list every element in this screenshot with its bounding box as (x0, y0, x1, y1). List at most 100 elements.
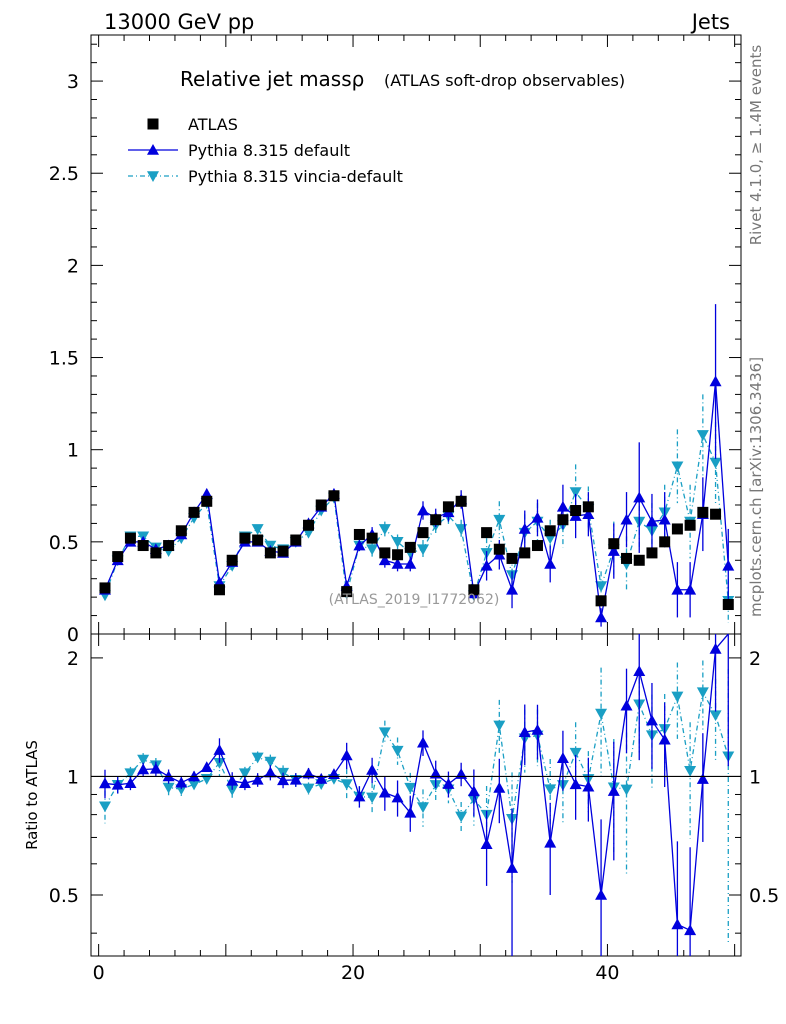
atlas-point (557, 514, 569, 526)
default-ratio-point (633, 665, 646, 677)
legend-atlas-label: ATLAS (188, 115, 238, 134)
legend-vincia-label: Pythia 8.315 vincia-default (188, 167, 403, 186)
default-point (722, 559, 735, 571)
y-tick-label: 1.5 (49, 348, 79, 370)
atlas-point (595, 595, 607, 607)
y-tick-label: 0.5 (49, 532, 79, 554)
default-ratio-point (302, 767, 315, 779)
vincia-ratio-point (709, 710, 722, 722)
default-ratio-line (104, 633, 729, 932)
atlas-point (99, 582, 111, 594)
atlas-point (264, 547, 276, 559)
ratio-tick-label: 1 (67, 766, 79, 788)
header-left: 13000 GeV pp (104, 10, 254, 34)
atlas-point (570, 505, 582, 517)
default-ratio-point (277, 774, 290, 786)
default-ratio-point (289, 773, 302, 785)
default-point (620, 513, 633, 525)
atlas-point (213, 584, 225, 596)
atlas-point (404, 541, 416, 553)
default-ratio-point (111, 778, 124, 790)
default-point (607, 545, 620, 556)
atlas-point (506, 552, 518, 564)
x-tick-label: 40 (595, 962, 619, 984)
default-ratio-point (149, 762, 162, 774)
legend-atlas-marker (147, 118, 159, 130)
ratio-y-label: Ratio to ATLAS (23, 740, 41, 850)
atlas-point (353, 528, 365, 540)
vincia-ratio-point (302, 783, 315, 795)
default-point (416, 504, 429, 516)
default-ratio-point (327, 768, 340, 779)
default-ratio-point (582, 780, 595, 792)
default-ratio-point (98, 777, 111, 789)
default-point (480, 559, 493, 571)
default-point (684, 583, 697, 595)
atlas-point (544, 525, 556, 537)
default-ratio-point (366, 763, 379, 775)
default-ratio-point (378, 786, 391, 798)
default-ratio-point (353, 790, 366, 802)
vincia-ratio-point (200, 774, 213, 785)
atlas-point (328, 490, 340, 502)
atlas-point (493, 543, 505, 555)
vincia-ratio-point (162, 782, 175, 794)
vincia-point (671, 461, 684, 473)
vincia-ratio-point (340, 779, 353, 791)
y-tick-label: 1 (67, 440, 79, 462)
vincia-point (391, 537, 404, 548)
atlas-point (137, 540, 149, 552)
default-point (671, 583, 684, 595)
vincia-line (104, 432, 729, 601)
default-point (633, 491, 646, 503)
legend-default-marker (147, 144, 159, 155)
default-series (98, 304, 735, 956)
default-point (353, 539, 366, 551)
atlas-point (188, 506, 200, 518)
atlas-point (621, 552, 633, 564)
default-point (391, 557, 404, 569)
vincia-ratio-point (391, 745, 404, 757)
vincia-ratio-point (137, 754, 150, 766)
vincia-point (696, 430, 709, 441)
vincia-ratio-point (366, 792, 379, 804)
vincia-ratio-point (455, 811, 468, 823)
default-ratio-point (518, 726, 531, 737)
default-point (556, 500, 569, 512)
atlas-point (175, 525, 187, 537)
vincia-ratio-point (544, 784, 557, 796)
default-ratio-point (238, 777, 251, 788)
vincia-ratio-point (569, 747, 582, 759)
atlas-point (112, 551, 124, 563)
atlas-point (519, 547, 531, 559)
watermark: (ATLAS_2019_I1772062) (329, 592, 500, 608)
default-line (104, 381, 729, 618)
y-tick-label: 2 (67, 255, 79, 277)
vincia-ratio-point (124, 768, 137, 780)
default-ratio-point (429, 767, 442, 779)
default-point (506, 583, 519, 595)
atlas-point (608, 538, 620, 550)
default-ratio-point (569, 778, 582, 790)
vincia-ratio-point (493, 720, 506, 732)
vincia-ratio-point (620, 784, 633, 796)
default-ratio-point (696, 773, 709, 784)
default-ratio-point (480, 838, 493, 850)
atlas-point (290, 534, 302, 546)
atlas-point (722, 599, 734, 611)
y-tick-label: 3 (67, 71, 79, 93)
default-ratio-point (595, 888, 608, 900)
default-ratio-point (671, 918, 684, 930)
atlas-point (481, 527, 493, 539)
default-ratio-point (658, 733, 671, 745)
legend-vincia-marker (147, 171, 159, 182)
default-point (531, 511, 544, 523)
vincia-ratio-point (595, 708, 608, 720)
default-ratio-point (391, 791, 404, 803)
vincia-ratio-point (213, 757, 226, 769)
vincia-point (569, 487, 582, 499)
vincia-point (493, 514, 506, 526)
default-ratio-point (315, 772, 328, 784)
ratio-tick-label: 0.5 (49, 885, 79, 907)
vincia-ratio-point (264, 756, 277, 768)
